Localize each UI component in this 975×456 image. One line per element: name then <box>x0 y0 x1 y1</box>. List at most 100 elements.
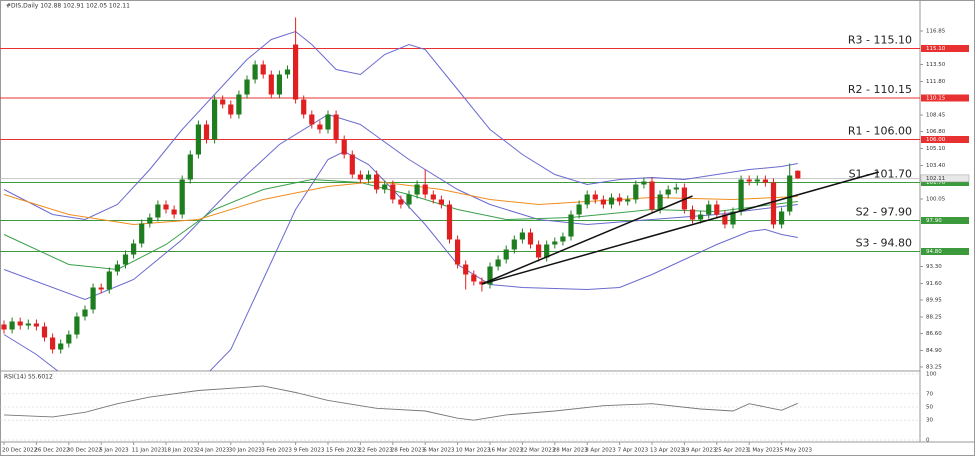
level-label: R2 - 110.15 <box>848 83 912 96</box>
candle-body <box>382 184 388 190</box>
candle-body <box>795 170 801 179</box>
candle-body <box>438 199 444 205</box>
candle-body <box>422 184 428 195</box>
rsi-tick-label: 70 <box>926 391 933 397</box>
candle-body <box>365 174 372 180</box>
x-tick-label: 6 Mar 2023 <box>423 448 455 454</box>
x-tick-label: 22 Mar 2023 <box>520 448 555 454</box>
level-price-label: 106.00 <box>926 137 946 143</box>
level-price-box <box>921 179 969 186</box>
candle-body <box>414 184 420 195</box>
rsi-panel <box>0 373 920 441</box>
candle-body <box>33 323 39 327</box>
rsi-label: RSI(14) 55.6012 <box>4 374 53 381</box>
candle-body <box>171 209 177 215</box>
candle-body <box>349 154 355 175</box>
level-price-label: 101.70 <box>926 180 946 186</box>
candle-body <box>536 244 542 258</box>
candle-body <box>479 281 485 285</box>
candle-body <box>325 114 331 130</box>
x-tick-label: 28 Feb 2023 <box>391 448 426 454</box>
candle-body <box>106 271 112 290</box>
level-price-label: 115.10 <box>926 46 946 52</box>
x-tick-label: 10 Mar 2023 <box>456 448 491 454</box>
candle-body <box>560 236 566 242</box>
x-tick-label: 16 Mar 2023 <box>488 448 523 454</box>
y-tick-label: 103.40 <box>926 163 946 169</box>
candle-body <box>471 274 477 282</box>
level-label: R3 - 115.10 <box>848 34 912 47</box>
candle-body <box>66 334 72 344</box>
candle-body <box>260 64 266 75</box>
level-price-label: 97.90 <box>926 218 942 224</box>
candle-body <box>455 239 461 265</box>
x-tick-label: 18 Jan 2023 <box>164 448 197 454</box>
current-price-box <box>920 174 970 183</box>
rsi-tick-label: 30 <box>926 418 933 424</box>
y-tick-label: 100.05 <box>926 197 946 203</box>
y-tick-label: 86.60 <box>926 331 942 337</box>
candle-body <box>770 182 777 225</box>
candle-body <box>527 232 534 245</box>
candle-body <box>762 179 768 183</box>
candle-body <box>617 197 623 202</box>
candle-body <box>309 114 315 125</box>
y-tick-label: 93.30 <box>926 264 942 270</box>
candle-body <box>398 199 404 205</box>
candle-body <box>147 217 153 224</box>
candle-body <box>268 74 274 95</box>
indicator-line <box>3 150 798 371</box>
candle-body <box>430 194 436 200</box>
level-label: S1 - 101.70 <box>849 168 912 181</box>
y-tick-label: 111.80 <box>926 79 946 85</box>
level-price-label: 94.80 <box>926 249 942 255</box>
level-price-box <box>921 248 969 255</box>
candle-body <box>139 223 145 244</box>
level-price-box <box>921 217 969 224</box>
indicator-line <box>3 113 798 301</box>
candle-body <box>665 189 671 195</box>
candle-body <box>301 99 307 115</box>
candle-body <box>82 309 88 317</box>
x-tick-label: 5 Jan 2023 <box>99 448 129 454</box>
candle-body <box>98 287 104 290</box>
x-tick-label: 11 Jan 2023 <box>132 448 165 454</box>
x-tick-label: 1 May 2023 <box>747 448 780 454</box>
candle-body <box>276 74 282 95</box>
candle-body <box>633 184 639 200</box>
candle-body <box>252 64 258 80</box>
x-tick-label: 3 Feb 2023 <box>261 448 292 454</box>
candle-body <box>179 179 185 215</box>
candle-body <box>155 204 161 218</box>
candle-body <box>114 264 120 272</box>
x-tick-label: 24 Jan 2023 <box>196 448 229 454</box>
x-tick-label: 28 Mar 2023 <box>553 448 588 454</box>
rsi-tick-label: 100 <box>926 372 937 378</box>
candle-body <box>374 174 380 190</box>
candle-body <box>519 232 525 240</box>
candle-body <box>228 104 234 115</box>
candle-body <box>244 79 250 95</box>
x-tick-label: 13 Apr 2023 <box>650 448 685 454</box>
candle-body <box>584 194 590 205</box>
level-price-box <box>921 136 969 143</box>
candle-body <box>1 324 7 330</box>
candle-body <box>552 241 558 245</box>
candle-body <box>317 124 323 130</box>
level-price-box <box>921 45 969 52</box>
candle-body <box>738 179 744 212</box>
y-tick-label: 106.80 <box>926 129 946 135</box>
candle-body <box>25 323 31 326</box>
candle-body <box>74 316 80 335</box>
y-tick-label: 108.45 <box>926 113 946 119</box>
chart-header: #DIS,Daily 102.88 102.91 102.05 102.11 <box>6 3 130 10</box>
candle-body <box>714 204 720 215</box>
rsi-tick-label: 50 <box>926 405 933 411</box>
y-tick-label: 105.10 <box>926 146 946 152</box>
candle-body <box>641 181 647 185</box>
candle-body <box>122 254 129 265</box>
candle-body <box>600 199 606 205</box>
candle-body <box>463 264 469 275</box>
